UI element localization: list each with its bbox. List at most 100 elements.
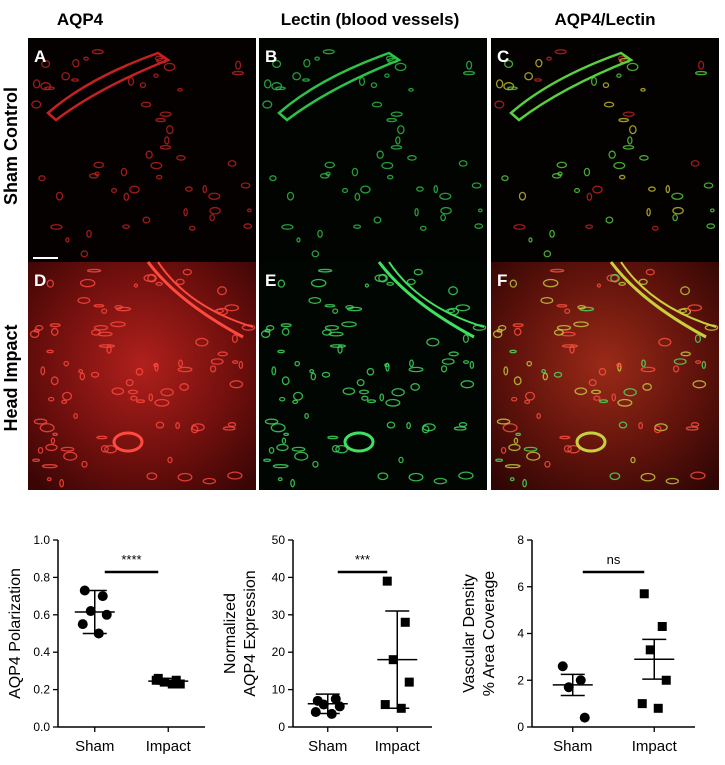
tissue-feature (77, 296, 91, 304)
tissue-feature (512, 323, 524, 328)
y-tick-label: 0.6 (33, 608, 50, 622)
tissue-feature (455, 304, 471, 312)
data-point (159, 677, 169, 687)
panel-letter: C (497, 47, 509, 66)
x-tick-label: Impact (146, 738, 192, 755)
tissue-feature (271, 82, 283, 91)
tissue-feature (627, 136, 633, 145)
tissue-feature (381, 161, 394, 170)
tissue-feature (618, 281, 626, 286)
tissue-feature (342, 387, 356, 396)
tissue-feature (642, 383, 652, 391)
tissue-feature (286, 191, 295, 201)
micrograph: A (28, 38, 256, 266)
tissue-feature (618, 174, 626, 180)
data-point (579, 712, 590, 723)
tissue-feature (458, 160, 468, 167)
tissue-feature (653, 425, 662, 434)
tissue-feature (146, 472, 158, 481)
tissue-feature (439, 192, 452, 200)
tissue-feature (175, 422, 181, 430)
tissue-feature (46, 349, 54, 354)
significance-label: ns (607, 552, 621, 567)
data-point (645, 645, 655, 655)
tissue-feature (155, 421, 165, 429)
tissue-feature (52, 432, 59, 437)
tissue-feature (44, 86, 55, 91)
tissue-feature (609, 472, 621, 481)
tissue-feature (630, 456, 636, 464)
tissue-feature (540, 296, 554, 304)
tissue-feature (290, 478, 296, 488)
tissue-feature (586, 192, 593, 201)
tissue-feature (332, 308, 339, 314)
tissue-feature (281, 376, 290, 386)
tissue-feature (125, 378, 134, 387)
tissue-feature (50, 437, 56, 444)
tissue-feature (370, 82, 378, 89)
tissue-feature (272, 464, 289, 469)
tissue-feature (709, 208, 715, 213)
tissue-feature (86, 268, 102, 273)
tissue-feature (97, 331, 113, 337)
tissue-feature (159, 111, 172, 117)
y-tick-label: 20 (272, 645, 286, 659)
tissue-feature (672, 214, 678, 222)
tissue-feature (513, 376, 522, 386)
tissue-feature (496, 328, 503, 333)
tissue-feature (680, 351, 691, 357)
tissue-feature (31, 100, 42, 109)
tissue-feature (202, 185, 208, 194)
tissue-feature (495, 458, 504, 462)
micrograph-background (259, 262, 487, 490)
data-point (382, 576, 392, 586)
tissue-feature (61, 72, 71, 81)
y-axis-label: AQP4 Expression (242, 570, 259, 696)
tissue-feature (224, 304, 240, 312)
dot-plot: 0.0 0.2 0.4 0.6 0.8 1.0 AQP4 Polarization Sham I… (7, 533, 205, 755)
tissue-feature (120, 167, 128, 177)
tissue-feature (366, 367, 375, 376)
dot-plot: 0 10 20 30 40 50 Normalized AQP4 Expression Sham… (222, 533, 432, 755)
tissue-feature (358, 76, 366, 86)
data-point (639, 589, 649, 599)
tissue-feature (319, 173, 330, 179)
tissue-feature (264, 328, 271, 333)
column-header: Lectin (blood vessels) (281, 10, 460, 29)
data-point (97, 591, 108, 602)
tissue-feature (504, 59, 514, 69)
vessel (609, 261, 707, 339)
tissue-feature (93, 161, 105, 169)
tissue-feature (524, 72, 534, 81)
y-tick-label: 0.8 (33, 570, 50, 584)
tissue-feature (371, 101, 383, 108)
tissue-feature (106, 344, 112, 354)
tissue-feature (49, 323, 61, 328)
vessel (509, 51, 634, 122)
row-label: Sham Control (1, 87, 21, 205)
tissue-feature (145, 150, 153, 159)
tissue-feature (271, 366, 277, 376)
data-point (330, 693, 341, 704)
tissue-feature (618, 117, 629, 123)
tissue-feature (164, 136, 170, 145)
tissue-feature (458, 422, 468, 428)
tissue-feature (386, 421, 396, 429)
x-tick-label: Sham (75, 738, 114, 755)
tissue-feature (328, 331, 344, 337)
tissue-feature (622, 145, 635, 150)
tissue-feature (262, 100, 273, 109)
tissue-feature (549, 229, 555, 238)
y-tick-label: 1.0 (33, 533, 50, 547)
tissue-feature (658, 337, 672, 347)
tissue-feature (526, 360, 533, 367)
tissue-feature (386, 174, 394, 180)
vessel (146, 261, 244, 339)
tissue-feature (554, 49, 567, 55)
tissue-feature (596, 283, 602, 288)
tissue-feature (536, 412, 541, 420)
tissue-feature (448, 351, 459, 357)
tissue-feature (469, 360, 475, 370)
tissue-feature (462, 334, 470, 344)
